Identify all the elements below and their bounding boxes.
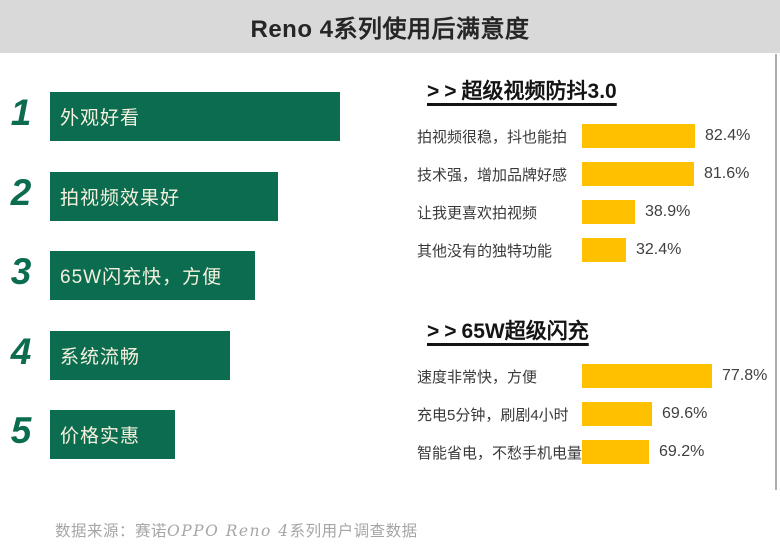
- header: Reno 4系列使用后满意度: [0, 0, 780, 53]
- chart-category-label: 让我更喜欢拍视频: [417, 204, 538, 222]
- rank-number: 3: [10, 251, 32, 292]
- chart-category-label: 智能省电，不愁手机电量: [417, 444, 583, 462]
- chart-bar: [582, 124, 695, 148]
- page-title: Reno 4系列使用后满意度: [250, 16, 530, 43]
- chart-title-text: 65W超级闪充: [461, 320, 589, 343]
- chart-row: 拍视频很稳，抖也能拍 82.4%: [410, 117, 775, 155]
- chart-value-label: 69.6%: [662, 405, 708, 422]
- chart-bar: [582, 238, 626, 262]
- chart-value-label: 81.6%: [704, 165, 750, 182]
- chevrons-icon: >>: [427, 80, 462, 103]
- chart-category-label: 充电5分钟，刷剧4小时: [417, 406, 569, 424]
- rank-label: 价格实惠: [60, 426, 141, 447]
- rank-number: 2: [10, 172, 32, 213]
- chart-bar: [582, 440, 649, 464]
- chart-row: 让我更喜欢拍视频 38.9%: [410, 193, 775, 231]
- rank-bar: 价格实惠: [50, 410, 175, 459]
- chart-value-label: 32.4%: [636, 241, 682, 258]
- chart-title-text: 超级视频防抖3.0: [461, 80, 617, 103]
- rank-number: 4: [10, 331, 32, 372]
- data-source-prefix: 数据来源：赛诺: [55, 523, 168, 540]
- chart-value-label: 69.2%: [659, 443, 705, 460]
- data-source-brand: OPPO Reno 4: [167, 522, 290, 540]
- rank-bar: 外观好看: [50, 92, 340, 141]
- rank-label: 系统流畅: [60, 347, 141, 368]
- rank-bar: 65W闪充快，方便: [50, 251, 255, 300]
- chart-category-label: 速度非常快，方便: [417, 368, 538, 386]
- chart-row: 技术强，增加品牌好感 81.6%: [410, 155, 775, 193]
- rank-label: 外观好看: [60, 108, 141, 129]
- rank-bar: 系统流畅: [50, 331, 230, 380]
- rank-number: 1: [10, 92, 32, 133]
- chart-value-label: 82.4%: [705, 127, 751, 144]
- bar-chart: >>超级视频防抖3.0 拍视频很稳，抖也能拍 82.4% 技术强，增加品牌好感 …: [410, 75, 775, 269]
- chart-rows: 速度非常快，方便 77.8% 充电5分钟，刷剧4小时 69.6% 智能省电，不愁…: [410, 357, 775, 471]
- chart-bar: [582, 364, 712, 388]
- chart-title: >>65W超级闪充: [427, 315, 775, 345]
- rank-number: 5: [10, 410, 32, 451]
- chart-value-label: 38.9%: [645, 203, 691, 220]
- chart-category-label: 拍视频很稳，抖也能拍: [417, 128, 568, 146]
- chart-bar: [582, 200, 635, 224]
- rank-label: 拍视频效果好: [60, 188, 181, 209]
- chart-category-label: 技术强，增加品牌好感: [417, 166, 568, 184]
- rank-bar: 拍视频效果好: [50, 172, 278, 221]
- data-source-suffix: 系列用户调查数据: [289, 523, 418, 540]
- chart-bar: [582, 402, 652, 426]
- chart-value-label: 77.8%: [722, 367, 768, 384]
- chart-row: 速度非常快，方便 77.8%: [410, 357, 775, 395]
- chart-row: 智能省电，不愁手机电量 69.2%: [410, 433, 775, 471]
- chart-row: 充电5分钟，刷剧4小时 69.6%: [410, 395, 775, 433]
- bar-chart: >>65W超级闪充 速度非常快，方便 77.8% 充电5分钟，刷剧4小时 69.…: [410, 315, 775, 471]
- rank-label: 65W闪充快，方便: [60, 267, 223, 288]
- chart-title: >>超级视频防抖3.0: [427, 75, 775, 105]
- chart-row: 其他没有的独特功能 32.4%: [410, 231, 775, 269]
- chart-bar: [582, 162, 694, 186]
- chevrons-icon: >>: [427, 320, 462, 343]
- slide-edge-line: [775, 54, 777, 490]
- data-source: 数据来源：赛诺OPPO Reno 4系列用户调查数据: [55, 519, 418, 541]
- chart-rows: 拍视频很稳，抖也能拍 82.4% 技术强，增加品牌好感 81.6% 让我更喜欢拍…: [410, 117, 775, 269]
- chart-category-label: 其他没有的独特功能: [417, 242, 553, 260]
